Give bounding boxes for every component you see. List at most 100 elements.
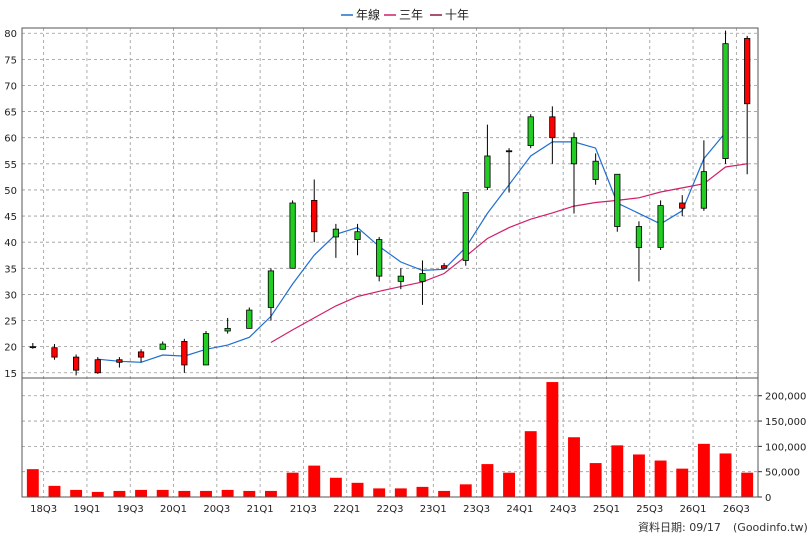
volume-tick-label: 50,000 xyxy=(765,468,800,479)
candle-body xyxy=(246,309,253,329)
candle xyxy=(73,354,80,376)
candle xyxy=(700,140,707,211)
candle xyxy=(29,343,36,349)
volume-tick-label: 0 xyxy=(765,493,771,504)
candle xyxy=(505,148,513,193)
x-tick-label: 21Q3 xyxy=(290,504,317,515)
x-tick-label: 22Q3 xyxy=(377,504,404,515)
x-tick-label: 26Q1 xyxy=(680,504,707,515)
volume-bar xyxy=(394,488,407,497)
x-tick-label: 20Q3 xyxy=(203,504,230,515)
plot-border xyxy=(21,27,759,498)
plot-frame xyxy=(21,27,759,498)
candle xyxy=(181,338,188,373)
candle-body xyxy=(267,270,275,308)
x-tick-label: 26Q3 xyxy=(723,504,750,515)
volume-bar xyxy=(156,489,169,497)
candle-body xyxy=(116,359,123,363)
volume-bar xyxy=(438,490,451,497)
candle-body xyxy=(505,150,513,153)
source-label: (Goodinfo.tw) xyxy=(733,521,808,534)
candle xyxy=(289,200,296,269)
volume-tick-label: 200,000 xyxy=(765,392,806,403)
candle-body xyxy=(700,171,707,209)
candle xyxy=(679,195,686,217)
price-y-axis: 15 20 25 30 35 40 45 50 55 60 65 70 75 80 xyxy=(4,29,17,380)
x-tick-label: 24Q3 xyxy=(550,504,577,515)
volume-bar xyxy=(697,443,710,497)
volume-bar xyxy=(221,489,234,497)
candle-body xyxy=(181,341,188,366)
volume-bar xyxy=(503,472,516,497)
candle-body xyxy=(51,347,58,358)
x-tick-label: 18Q3 xyxy=(30,504,57,515)
x-tick-label: 23Q1 xyxy=(420,504,447,515)
candle xyxy=(549,106,556,164)
volume-bar xyxy=(481,464,494,497)
legend-label-annual: 年線 xyxy=(356,7,380,22)
candle xyxy=(246,307,253,329)
volume-bar xyxy=(524,431,537,497)
volume-bar xyxy=(589,463,602,497)
volume-bar xyxy=(113,490,126,497)
volume-bar xyxy=(632,454,645,497)
volume-bar xyxy=(91,491,104,497)
legend-label-10yr: 十年 xyxy=(445,8,469,22)
price-tick-label: 20 xyxy=(4,343,17,354)
candle xyxy=(722,30,729,164)
candle xyxy=(527,114,534,149)
volume-bar xyxy=(26,469,39,497)
candle-body xyxy=(657,205,664,248)
volume-bar xyxy=(200,490,212,497)
candle xyxy=(202,330,210,366)
price-tick-label: 30 xyxy=(4,290,17,301)
candle-body xyxy=(744,38,751,105)
ma-line xyxy=(97,132,726,363)
candle xyxy=(354,223,361,256)
price-tick-label: 35 xyxy=(4,264,17,275)
volume-bar xyxy=(48,485,61,497)
candle-body xyxy=(419,273,426,282)
candle-body xyxy=(202,333,210,366)
candle-body xyxy=(462,192,469,261)
candle xyxy=(592,153,599,185)
candle-body xyxy=(614,173,621,227)
candle xyxy=(224,317,231,334)
price-tick-label: 15 xyxy=(4,369,17,380)
x-tick-label: 25Q3 xyxy=(636,504,663,515)
candle-body xyxy=(549,116,556,139)
volume-tick-label: 150,000 xyxy=(765,417,806,428)
x-axis: 18Q3 19Q1 19Q3 20Q1 20Q3 21Q1 21Q3 22Q1 22Q3 23Q1… xyxy=(30,504,750,515)
volume-bar xyxy=(135,489,148,497)
candle xyxy=(376,236,383,282)
volume-bar xyxy=(286,472,299,497)
volume-bar xyxy=(568,437,580,497)
candle-body xyxy=(137,351,145,358)
volume-y-axis: 0 50,000 100,000 150,000 200,000 xyxy=(758,392,806,504)
volume-bar xyxy=(308,465,321,497)
candle xyxy=(462,192,469,266)
candle-body xyxy=(722,43,729,159)
candle-body xyxy=(441,265,448,269)
candle-body xyxy=(311,199,318,233)
x-tick-label: 21Q1 xyxy=(247,504,274,515)
price-tick-label: 70 xyxy=(4,81,17,92)
candle xyxy=(657,200,664,251)
candle-body xyxy=(397,275,404,282)
volume-bar xyxy=(676,468,689,497)
legend: 年線 三年 十年 xyxy=(341,7,469,22)
candle-body xyxy=(376,239,383,277)
volume-bar xyxy=(459,484,472,497)
candle xyxy=(116,357,123,368)
candle-body xyxy=(592,160,599,180)
candle xyxy=(484,124,491,190)
price-tick-label: 45 xyxy=(4,212,17,223)
volume-bar xyxy=(611,445,624,497)
volume-bar xyxy=(546,382,559,497)
volume-bar xyxy=(243,490,256,497)
x-tick-label: 24Q1 xyxy=(506,504,533,515)
volume-bar xyxy=(329,477,342,497)
volume-tick-label: 100,000 xyxy=(765,442,806,453)
candle-body xyxy=(29,346,36,349)
